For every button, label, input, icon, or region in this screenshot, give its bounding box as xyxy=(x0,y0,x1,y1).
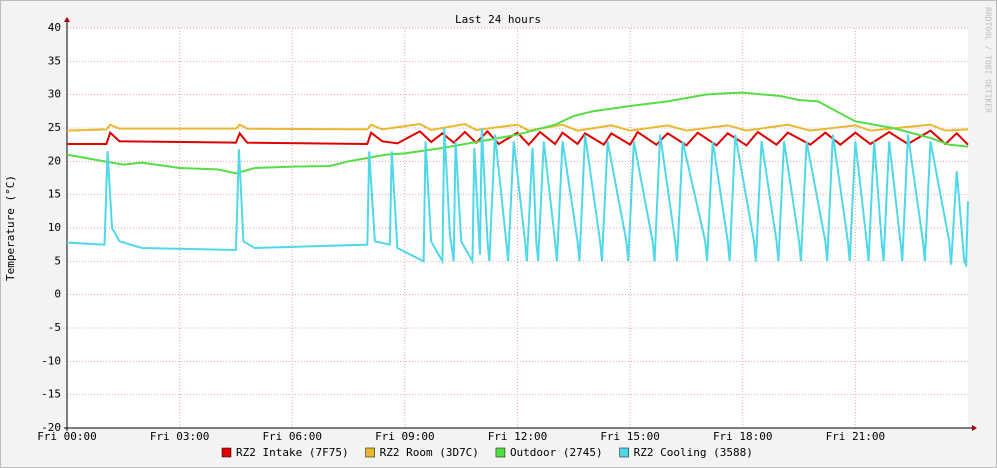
legend-swatch xyxy=(221,447,232,458)
legend-label: Outdoor (2745) xyxy=(510,446,603,459)
legend-label: RZ2 Room (3D7C) xyxy=(380,446,479,459)
x-tick-label: Fri 00:00 xyxy=(37,430,97,443)
y-tick-label: 10 xyxy=(48,221,61,234)
legend-label: RZ2 Intake (7F75) xyxy=(236,446,349,459)
y-tick-label: -15 xyxy=(41,388,61,401)
x-tick-label: Fri 21:00 xyxy=(826,430,886,443)
series-line xyxy=(67,129,969,147)
y-tick-label: -20 xyxy=(41,421,61,434)
y-tick-label: 35 xyxy=(48,54,61,67)
y-tick-label: -5 xyxy=(48,321,61,334)
y-tick-label: 0 xyxy=(54,288,61,301)
y-tick-label: 5 xyxy=(54,254,61,267)
x-tick-label: Fri 09:00 xyxy=(375,430,435,443)
x-tick-label: Fri 12:00 xyxy=(488,430,548,443)
y-tick-label: 25 xyxy=(48,121,61,134)
y-tick-label: 20 xyxy=(48,154,61,167)
x-tick-label: Fri 03:00 xyxy=(150,430,210,443)
series-line xyxy=(66,127,969,269)
arrow xyxy=(972,425,977,431)
watermark: RRDTOOL / TOBI OETIKER xyxy=(984,7,993,113)
legend-swatch xyxy=(365,447,375,458)
x-tick-label: Fri 06:00 xyxy=(262,430,322,443)
chart-title: Last 24 hours xyxy=(455,13,541,26)
y-tick-label: 40 xyxy=(48,21,61,34)
x-tick-label: Fri 15:00 xyxy=(600,430,660,443)
legend-swatch xyxy=(619,447,629,458)
y-tick-label: -10 xyxy=(41,354,61,367)
legend-swatch xyxy=(495,447,506,458)
y-axis-label: Temperature (°C) xyxy=(4,175,17,281)
x-tick-label: Fri 18:00 xyxy=(713,430,773,443)
arrow xyxy=(64,17,70,22)
y-tick-label: 30 xyxy=(48,88,61,101)
series-line xyxy=(66,91,969,175)
y-tick-label: 15 xyxy=(48,188,61,201)
legend-label: RZ2 Cooling (3588) xyxy=(634,446,753,459)
